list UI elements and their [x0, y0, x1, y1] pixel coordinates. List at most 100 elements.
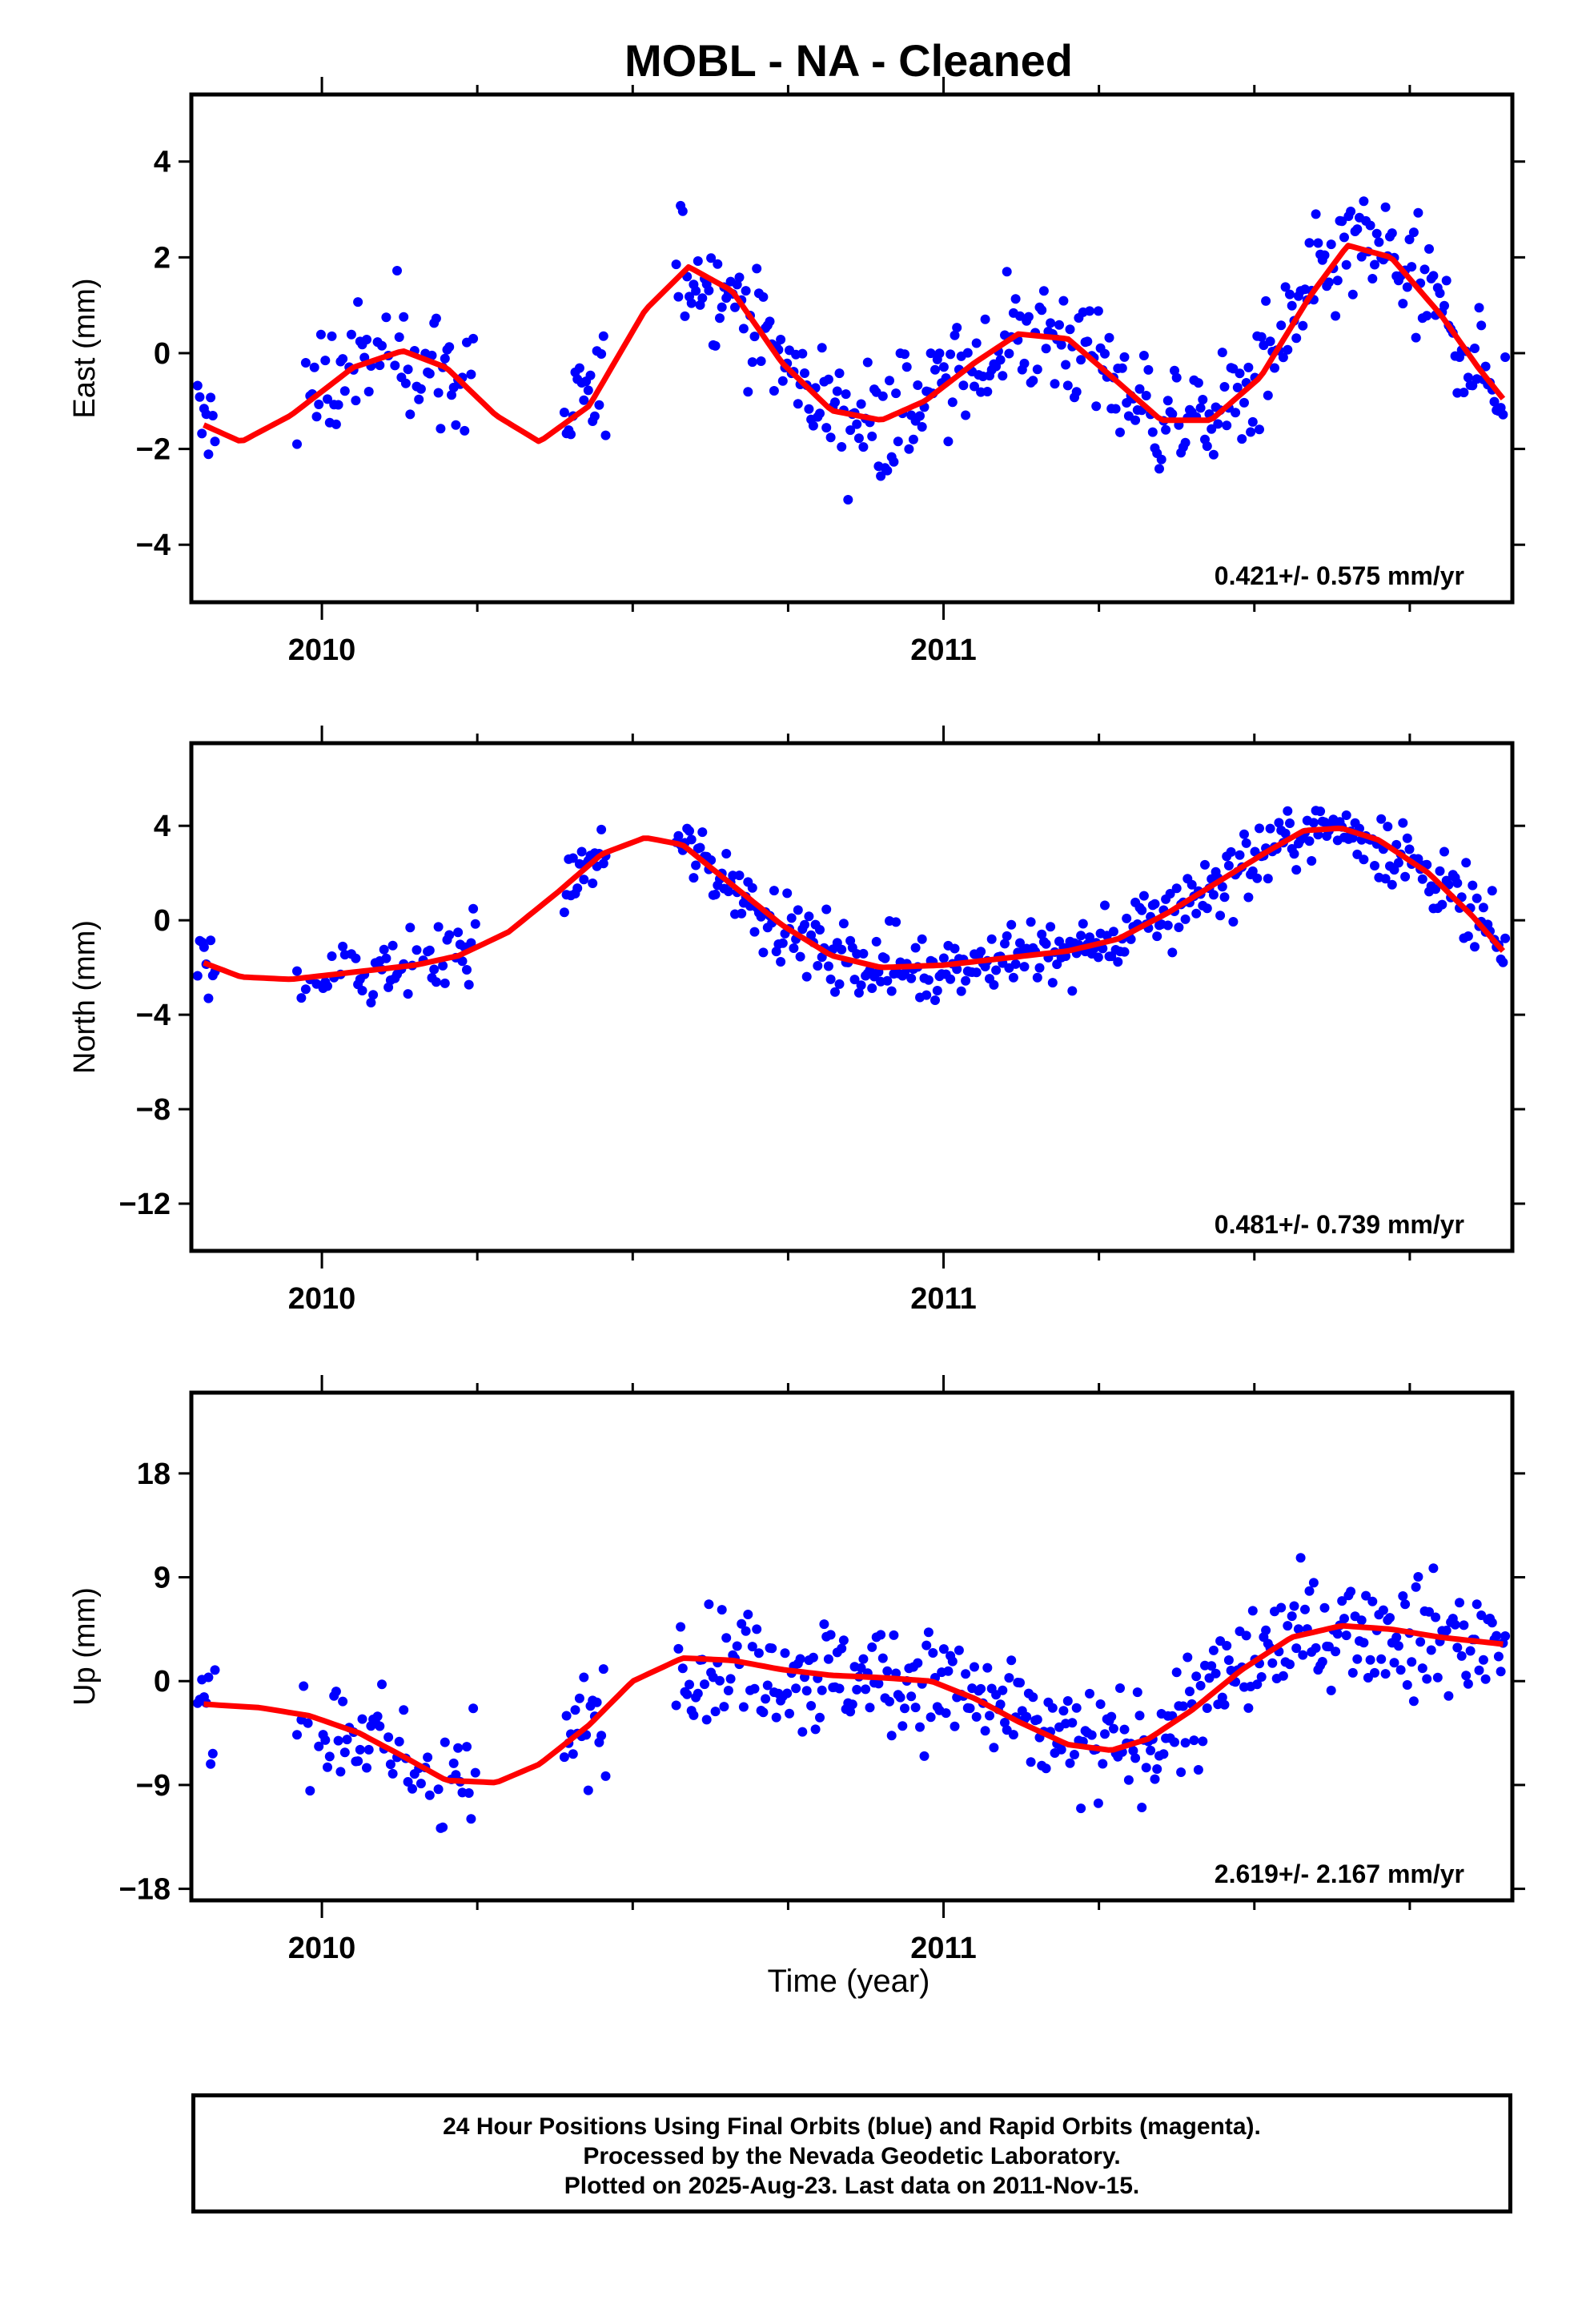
data-point [821, 423, 832, 433]
data-point [958, 380, 969, 391]
x-axis-label: Time (year) [768, 1964, 930, 1999]
data-point [1226, 846, 1236, 857]
data-point [897, 1721, 908, 1731]
data-point [399, 312, 409, 322]
data-point [206, 935, 216, 946]
data-point [1058, 296, 1069, 306]
data-point [1200, 859, 1210, 870]
data-point [1367, 274, 1378, 283]
data-point [320, 1735, 331, 1745]
data-point [363, 1744, 374, 1755]
data-point [680, 311, 690, 321]
data-point [1062, 380, 1073, 391]
data-point [1189, 1735, 1199, 1746]
data-point [311, 412, 322, 422]
data-point [1285, 818, 1295, 828]
data-point [1283, 1621, 1293, 1631]
data-point [1263, 874, 1273, 884]
data-point [1207, 1661, 1217, 1671]
data-point [1180, 1738, 1191, 1748]
data-point [906, 973, 917, 983]
y-tick-label: −12 [119, 1188, 171, 1221]
data-point [743, 387, 753, 397]
data-point [804, 404, 814, 414]
data-point [1195, 1680, 1206, 1691]
data-point [1456, 1651, 1467, 1661]
data-point [867, 1642, 877, 1652]
data-point [777, 376, 788, 386]
y-tick-label: 0 [154, 904, 171, 938]
data-point [1389, 1658, 1399, 1668]
data-point [1398, 1591, 1408, 1601]
data-point [1474, 1665, 1484, 1675]
data-point [1065, 1758, 1075, 1768]
data-point [598, 858, 608, 869]
data-point [1006, 919, 1017, 930]
data-point [405, 409, 416, 420]
data-point [867, 431, 877, 441]
data-point [1422, 1674, 1432, 1684]
data-point [375, 360, 385, 371]
data-point [416, 1779, 426, 1789]
data-point [433, 388, 444, 398]
data-point [717, 302, 727, 312]
data-point [1032, 1715, 1042, 1725]
data-point [1374, 237, 1384, 247]
data-point [858, 948, 869, 959]
data-points-up [192, 1553, 1511, 1833]
data-point [1393, 858, 1403, 868]
data-point [862, 357, 873, 368]
data-point [1463, 372, 1473, 383]
data-point [399, 1705, 409, 1715]
data-point [583, 385, 593, 396]
data-point [921, 990, 932, 1000]
data-point [697, 293, 708, 304]
data-point [1085, 1688, 1094, 1699]
data-point [1431, 884, 1441, 895]
data-point [697, 827, 708, 838]
data-point [1441, 275, 1452, 286]
data-point [715, 313, 725, 324]
data-point [355, 1744, 365, 1755]
data-point [686, 298, 697, 308]
data-point [1137, 905, 1147, 915]
data-point [928, 1648, 938, 1658]
data-point [943, 436, 954, 447]
data-point [998, 1685, 1008, 1695]
data-point [339, 1747, 350, 1758]
data-point [882, 465, 893, 476]
data-point [377, 1679, 387, 1690]
data-point [1082, 336, 1093, 347]
data-point [832, 938, 842, 948]
data-point [579, 875, 589, 885]
data-point [780, 1648, 790, 1659]
data-point [991, 965, 1002, 975]
data-point [1341, 1630, 1351, 1641]
data-point [1411, 1582, 1421, 1592]
data-point [1178, 1701, 1188, 1711]
data-point [1028, 1692, 1038, 1703]
data-point [1295, 1553, 1306, 1563]
data-point [1211, 1668, 1221, 1679]
data-point [1065, 324, 1075, 335]
data-point [1004, 1673, 1014, 1683]
y-tick-label: −4 [136, 999, 171, 1032]
data-point [804, 911, 814, 922]
data-point [1465, 1646, 1476, 1656]
data-point [363, 387, 374, 396]
data-point [1256, 1672, 1267, 1682]
data-point [1408, 1696, 1419, 1707]
data-point [1246, 427, 1256, 437]
data-point [741, 286, 751, 296]
data-point [1000, 939, 1010, 949]
data-point [1380, 1669, 1391, 1679]
data-point [589, 411, 600, 421]
data-point [1015, 311, 1025, 321]
data-point [1141, 391, 1151, 400]
data-point [861, 1684, 871, 1695]
data-point [357, 986, 367, 995]
data-point [1408, 227, 1419, 238]
data-point [1500, 352, 1511, 362]
data-point [1123, 1775, 1134, 1785]
data-point [1500, 933, 1511, 943]
